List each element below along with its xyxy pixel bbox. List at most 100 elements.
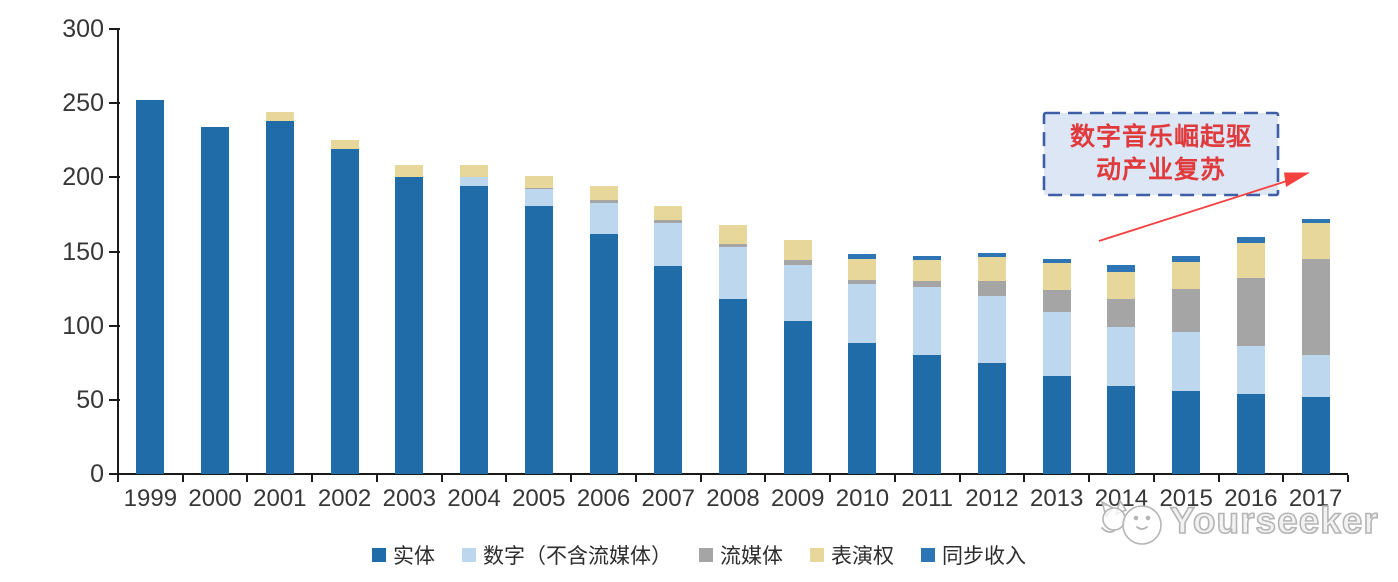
y-tick bbox=[109, 102, 120, 105]
x-tick bbox=[699, 475, 702, 482]
segment-performance bbox=[395, 165, 424, 178]
x-tick-label: 2001 bbox=[253, 485, 307, 512]
x-tick bbox=[958, 475, 961, 482]
x-tick-label: 2009 bbox=[771, 485, 825, 512]
segment-streaming bbox=[977, 281, 1006, 296]
bar-2007 bbox=[654, 205, 683, 474]
y-tick-label: 150 bbox=[62, 237, 104, 266]
segment-streaming bbox=[913, 281, 942, 288]
segment-streaming bbox=[524, 187, 553, 190]
segment-physical bbox=[783, 321, 812, 474]
legend-item-sync: 同步收入 bbox=[921, 540, 1026, 570]
x-tick bbox=[311, 475, 314, 482]
bar-2001 bbox=[265, 112, 294, 474]
segment-digital bbox=[589, 202, 618, 234]
watermark: Yourseeker bbox=[1096, 494, 1396, 554]
segment-sync bbox=[848, 254, 877, 259]
y-tick bbox=[109, 324, 120, 327]
bar-2005 bbox=[524, 175, 553, 474]
x-tick bbox=[764, 475, 767, 482]
legend-swatch-streaming bbox=[699, 548, 713, 562]
x-tick-label: 2007 bbox=[641, 485, 695, 512]
segment-physical bbox=[848, 343, 877, 474]
x-tick-label: 2016 bbox=[1224, 485, 1278, 512]
legend-label-sync: 同步收入 bbox=[942, 544, 1026, 568]
bar-2017 bbox=[1301, 218, 1330, 474]
legend-item-digital: 数字（不含流媒体） bbox=[462, 540, 672, 570]
segment-performance bbox=[1107, 272, 1136, 299]
bar-2009 bbox=[783, 239, 812, 474]
segment-performance bbox=[265, 112, 294, 121]
segment-streaming bbox=[1301, 258, 1330, 356]
legend-swatch-sync bbox=[921, 548, 935, 562]
x-tick bbox=[505, 475, 508, 482]
x-tick bbox=[375, 475, 378, 482]
x-tick bbox=[1347, 475, 1349, 482]
x-tick bbox=[1152, 475, 1155, 482]
segment-performance bbox=[977, 257, 1006, 282]
x-tick-label: 2013 bbox=[1029, 485, 1084, 512]
segment-performance bbox=[524, 175, 553, 188]
segment-sync bbox=[1042, 258, 1071, 264]
segment-performance bbox=[1236, 242, 1265, 279]
x-tick bbox=[1088, 475, 1091, 482]
segment-physical bbox=[1107, 386, 1136, 474]
y-tick-label: 250 bbox=[62, 89, 104, 118]
segment-streaming bbox=[589, 199, 618, 203]
y-tick-label: 0 bbox=[90, 460, 104, 488]
segment-physical bbox=[265, 120, 294, 474]
x-tick-label: 2008 bbox=[706, 485, 760, 512]
x-tick bbox=[1217, 475, 1220, 482]
x-tick-label: 2003 bbox=[382, 485, 436, 512]
segment-streaming bbox=[719, 244, 747, 248]
legend-item-physical: 实体 bbox=[372, 540, 435, 570]
x-tick bbox=[440, 475, 443, 482]
annotation-line1: 数字音乐崛起驱 bbox=[1069, 124, 1252, 151]
segment-streaming bbox=[783, 260, 812, 265]
segment-digital bbox=[783, 264, 812, 322]
bar-2004 bbox=[460, 165, 489, 474]
segment-physical bbox=[719, 298, 747, 474]
segment-digital bbox=[1301, 355, 1330, 397]
x-tick-label: 2011 bbox=[901, 485, 953, 512]
y-tick-label: 100 bbox=[62, 311, 104, 340]
bar-2008 bbox=[719, 224, 747, 474]
segment-digital bbox=[1107, 327, 1136, 387]
segment-digital bbox=[654, 223, 683, 267]
legend-label-performance: 表演权 bbox=[831, 544, 894, 568]
segment-physical bbox=[589, 233, 618, 474]
segment-streaming bbox=[1107, 298, 1136, 328]
y-tick-label: 300 bbox=[62, 15, 104, 43]
annotation-callout: 数字音乐崛起驱 动产业复苏 bbox=[1042, 111, 1280, 197]
segment-streaming bbox=[1042, 290, 1071, 313]
y-tick bbox=[109, 473, 120, 475]
segment-streaming bbox=[1236, 278, 1265, 347]
segment-physical bbox=[201, 126, 230, 474]
x-tick-label: 2017 bbox=[1288, 485, 1343, 512]
segment-sync bbox=[1172, 255, 1201, 262]
x-tick bbox=[829, 475, 832, 482]
bar-2003 bbox=[395, 165, 424, 474]
x-tick bbox=[893, 475, 896, 482]
legend-item-streaming: 流媒体 bbox=[699, 540, 783, 570]
segment-digital bbox=[1172, 331, 1201, 391]
segment-streaming bbox=[654, 220, 683, 224]
y-tick bbox=[109, 250, 120, 253]
segment-digital bbox=[719, 247, 747, 299]
bar-2006 bbox=[589, 186, 618, 474]
legend-swatch-performance bbox=[810, 548, 824, 562]
x-tick bbox=[634, 475, 637, 482]
segment-performance bbox=[1172, 261, 1201, 289]
x-axis-line bbox=[112, 473, 1348, 475]
bar-2000 bbox=[201, 126, 230, 474]
segment-physical bbox=[1236, 393, 1265, 474]
segment-digital bbox=[1042, 312, 1071, 377]
legend-label-streaming: 流媒体 bbox=[720, 544, 783, 568]
legend-swatch-physical bbox=[372, 548, 386, 562]
segment-sync bbox=[1301, 218, 1330, 224]
segment-performance bbox=[848, 258, 877, 280]
segment-digital bbox=[460, 177, 489, 187]
segment-streaming bbox=[848, 279, 877, 285]
segment-digital bbox=[524, 189, 553, 206]
annotation-line2: 动产业复苏 bbox=[1095, 157, 1226, 184]
